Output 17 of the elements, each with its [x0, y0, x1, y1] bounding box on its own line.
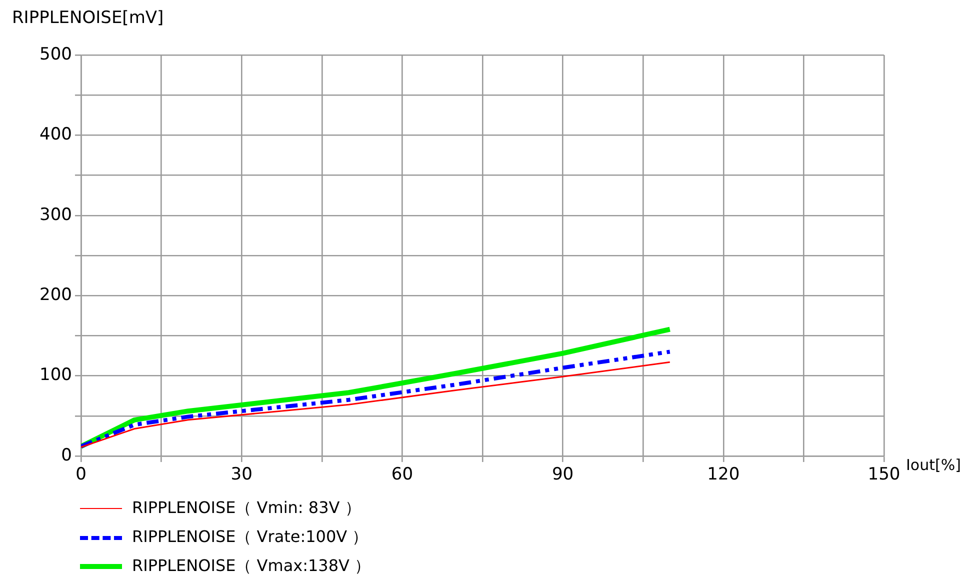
x-tick-label: 0: [76, 464, 86, 485]
y-tick-label: 200: [40, 285, 72, 306]
x-axis-title: Iout[%]: [906, 456, 961, 474]
y-axis-title: RIPPLENOISE[mV]: [12, 8, 164, 28]
y-tick-label: 300: [40, 204, 72, 225]
x-tick-label: 60: [391, 464, 414, 485]
legend-label: RIPPLENOISE（ Vrate:100V ）: [132, 527, 368, 548]
legend-label: RIPPLENOISE（ Vmax:138V ）: [132, 556, 371, 577]
y-tick-label: 0: [61, 445, 72, 466]
x-tick-label: 120: [707, 464, 740, 485]
x-tick-label: 150: [868, 464, 900, 485]
legend-label: RIPPLENOISE（ Vmin: 83V ）: [132, 498, 361, 519]
y-tick-label: 100: [40, 365, 72, 386]
x-tick-label: 30: [230, 464, 252, 485]
x-tick-label: 90: [552, 464, 574, 485]
y-tick-label: 400: [40, 124, 72, 145]
y-tick-label: 500: [40, 44, 72, 64]
